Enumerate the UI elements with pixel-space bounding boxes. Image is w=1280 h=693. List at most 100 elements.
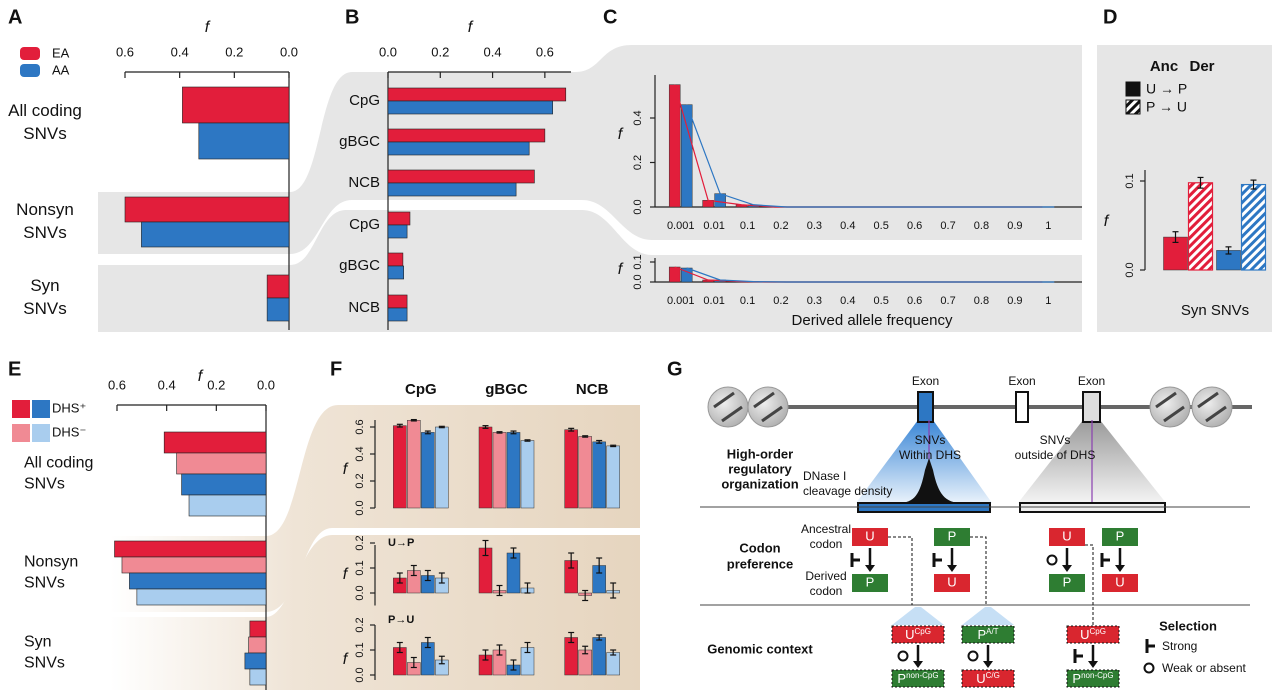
nucleosome [1149, 386, 1191, 428]
error-bar [396, 641, 403, 654]
y-tick-label: 0.0 [354, 585, 366, 600]
nucleosome-stripe [1205, 405, 1227, 423]
exon [1082, 391, 1101, 423]
y-tick-label: 0.4 [354, 446, 366, 461]
codon-label: U [947, 574, 956, 589]
weak-symbol [897, 650, 909, 662]
category-label: CpG [405, 381, 437, 398]
category-label: gBGC [339, 257, 380, 274]
codon-label: P [948, 528, 957, 543]
x-tick-label: 0.6 [108, 377, 126, 392]
context-box [961, 625, 1015, 644]
snv-label: outside of DHS [1015, 448, 1096, 462]
background-band [98, 210, 1082, 332]
y-axis-label: f [618, 261, 624, 278]
codon-label: U [865, 528, 874, 543]
snv-label: Within DHS [899, 448, 961, 462]
x-axis-label: f [205, 19, 211, 36]
category-label: SNVs [24, 476, 65, 493]
exon [1015, 391, 1029, 423]
x-tick-label: 0.4 [484, 44, 502, 59]
error-bar [396, 572, 403, 584]
panel-letter: B [345, 6, 359, 28]
codon-sup: C/G [986, 671, 1000, 680]
x-axis-label: Syn SNVs [1181, 302, 1249, 319]
bar [478, 426, 493, 509]
codon-base: P [897, 671, 906, 686]
bar [393, 425, 407, 509]
context-box [891, 669, 945, 688]
error-bar [496, 644, 503, 656]
nucleosome [1191, 386, 1233, 428]
category-label: CpG [349, 216, 380, 233]
error-bar [524, 582, 531, 594]
error-bar [424, 430, 431, 435]
nucleosome [747, 386, 789, 428]
error-bar [610, 649, 617, 656]
bar [606, 445, 620, 509]
snv-label: SNVs [915, 433, 946, 447]
y-tick-label: 0.0 [354, 500, 366, 515]
error-bar [1172, 231, 1179, 244]
y-tick-label: 0.1 [354, 560, 366, 575]
category-label: SNVs [23, 124, 66, 143]
error-bar [482, 425, 489, 429]
bar [578, 436, 592, 509]
arrow-head [1062, 565, 1072, 572]
category-label: NCB [576, 381, 609, 398]
selection-label: Strong [1162, 639, 1197, 653]
error-bar [424, 569, 431, 582]
error-bar [438, 572, 445, 584]
error-bar [510, 547, 517, 559]
legend-swatch [20, 64, 40, 77]
codon-row-label: Derived [805, 569, 846, 583]
codon-label: P [1116, 528, 1125, 543]
bar [668, 266, 681, 283]
bar [421, 432, 435, 509]
error-bar [596, 439, 603, 444]
codon-base: U [976, 671, 985, 686]
error-bar [510, 659, 517, 671]
bar [121, 556, 267, 574]
error-bar [568, 631, 575, 644]
sub-label: P→U [388, 614, 414, 626]
error-bar [410, 656, 417, 669]
x-tick-label: 0.6 [536, 44, 554, 59]
bar [176, 452, 267, 475]
bar [592, 441, 606, 509]
nucleosome-stripe [1197, 391, 1219, 409]
selection-title: Selection [1159, 618, 1217, 633]
y-tick-label: 0.2 [354, 535, 366, 550]
dashed-link [888, 536, 913, 605]
arrow-head [1115, 565, 1125, 572]
bar [1187, 182, 1214, 271]
error-bar [524, 641, 531, 654]
bar [680, 104, 693, 208]
bar [387, 182, 517, 197]
exon [917, 391, 934, 423]
arrow-head [1088, 661, 1098, 668]
legend-swatch [32, 424, 50, 442]
error-bar [510, 430, 517, 435]
category-label: 0.2 [773, 220, 788, 232]
legend-swatch [12, 400, 30, 418]
x-tick-label: 0.0 [280, 44, 298, 59]
codon-sup: non-CpG [906, 671, 938, 680]
legend-swatch [1125, 99, 1141, 115]
error-bar [596, 557, 603, 574]
y-axis-label: f [1104, 213, 1110, 230]
x-tick-label: 0.2 [431, 44, 449, 59]
bar [592, 637, 606, 676]
error-bar [582, 645, 589, 655]
error-bar [610, 444, 617, 448]
category-label: 0.7 [940, 220, 955, 232]
x-tick-label: 0.6 [116, 44, 134, 59]
context-box [961, 669, 1015, 688]
category-label: 0.3 [807, 220, 822, 232]
bar [387, 224, 408, 239]
category-label: 0.5 [874, 220, 889, 232]
category-label: Nonsyn [16, 200, 74, 219]
error-bar [1197, 176, 1204, 189]
codon-label: P [866, 574, 875, 589]
bar [387, 128, 546, 143]
